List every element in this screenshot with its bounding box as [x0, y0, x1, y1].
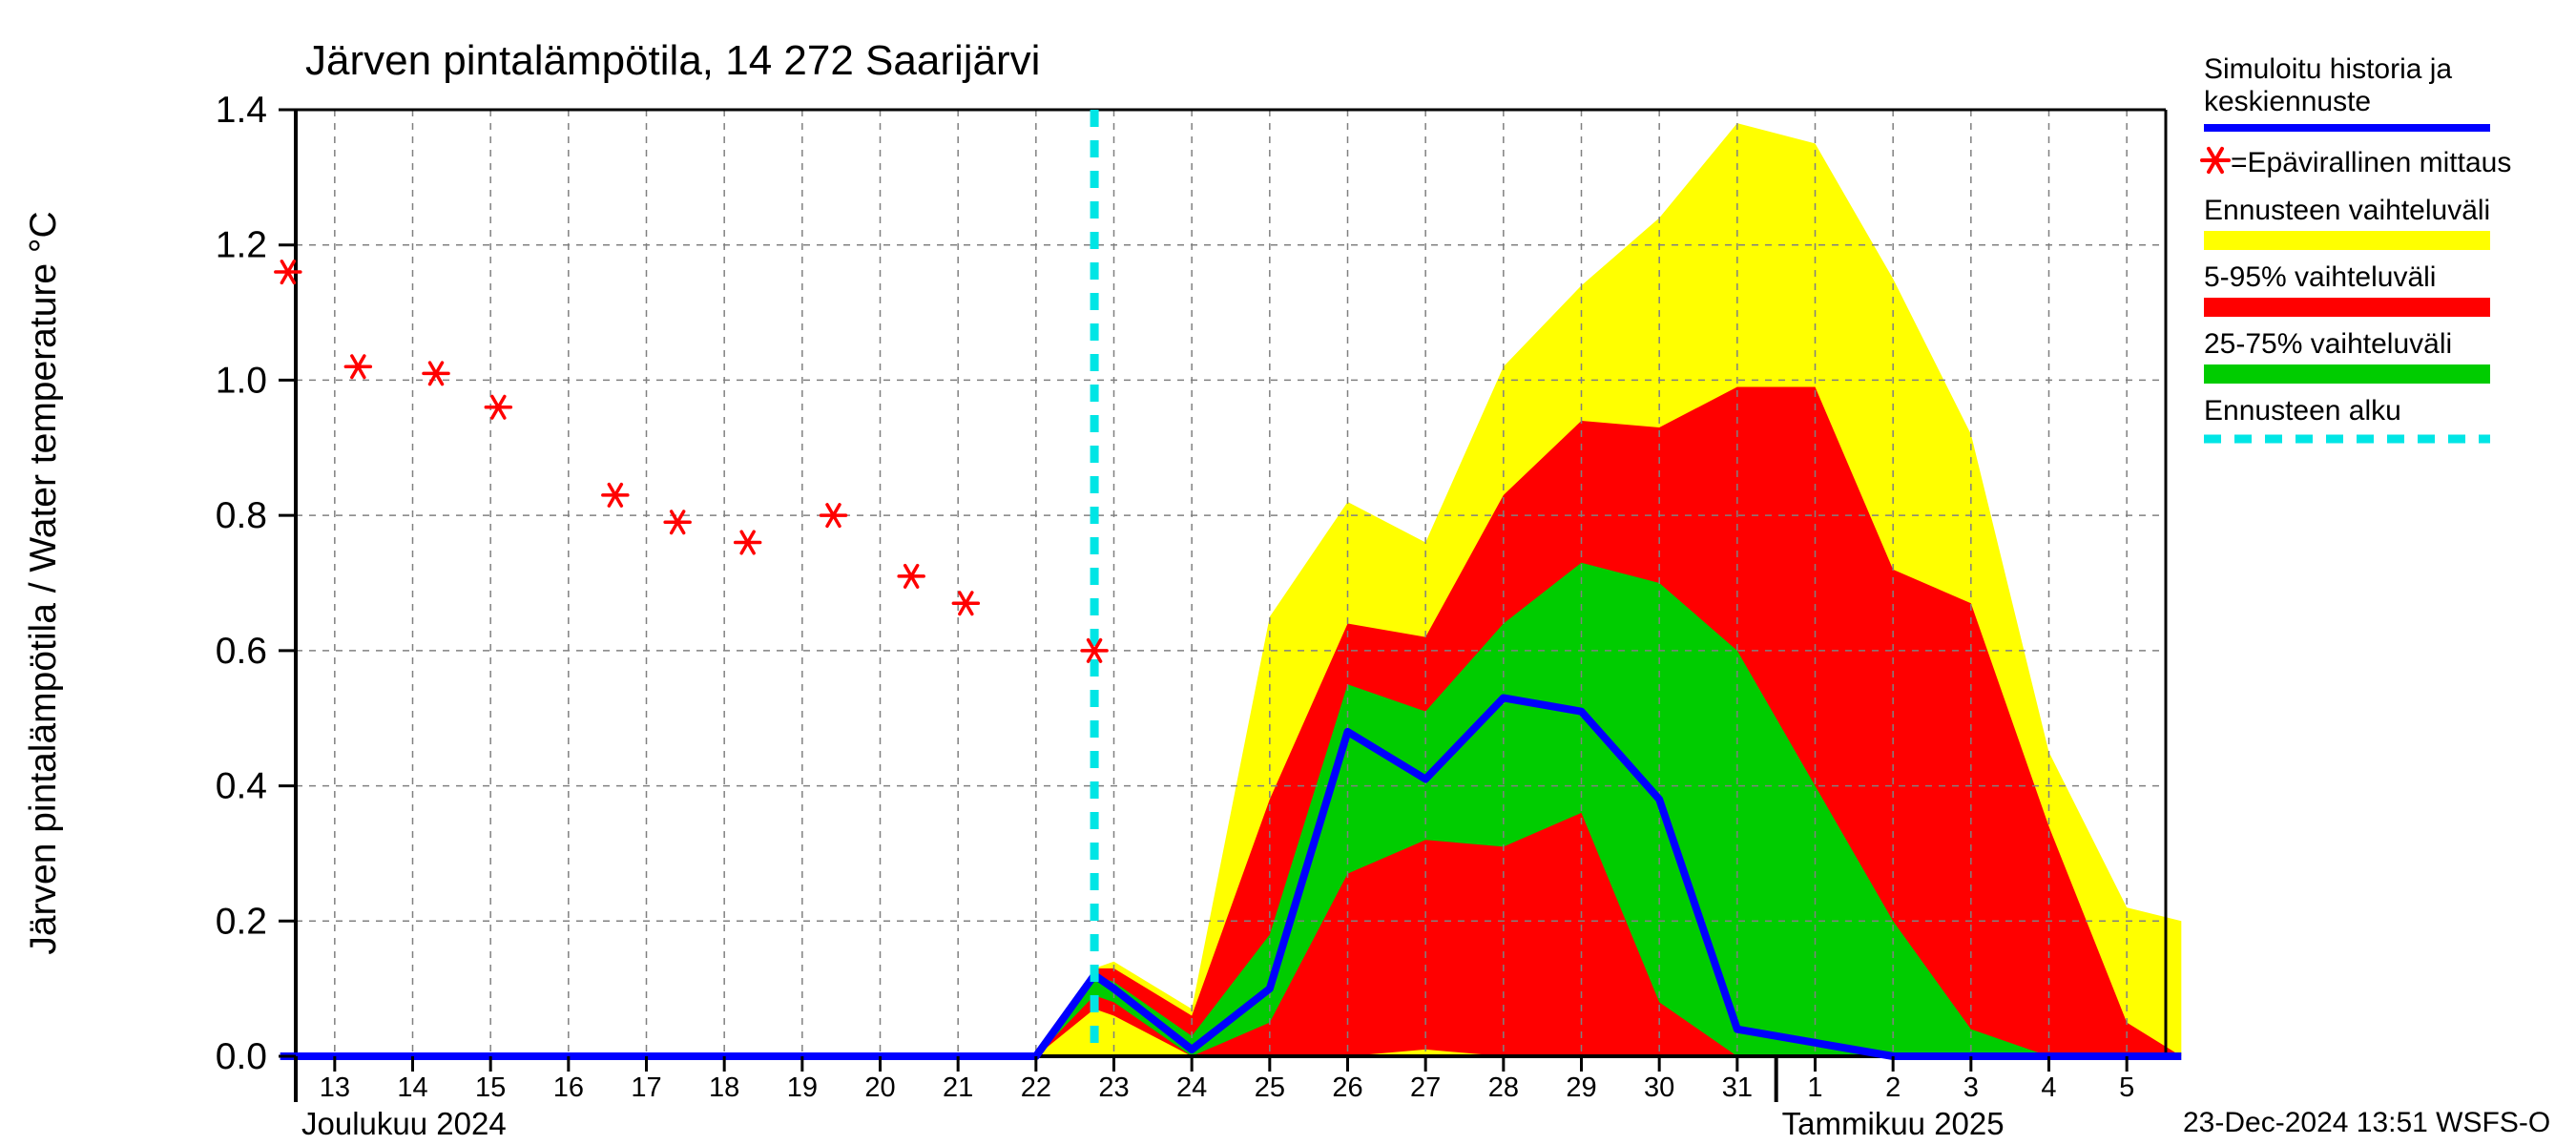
legend-swatch — [2204, 231, 2490, 250]
y-tick-label: 0.6 — [216, 631, 267, 672]
legend-swatch — [2204, 364, 2490, 384]
y-tick-label: 0.2 — [216, 901, 267, 942]
x-tick-label: 26 — [1332, 1072, 1362, 1103]
x-tick-label: 20 — [864, 1072, 895, 1103]
legend-label: keskiennuste — [2204, 86, 2371, 117]
month-label: Tammikuu 2025 — [1782, 1106, 2005, 1141]
water-temperature-chart: 0.00.20.40.60.81.01.21.41314151617181920… — [0, 0, 2576, 1145]
x-tick-label: 1 — [1807, 1072, 1822, 1103]
y-tick-label: 1.0 — [216, 360, 267, 401]
x-tick-label: 31 — [1722, 1072, 1753, 1103]
x-tick-label: 5 — [2119, 1072, 2134, 1103]
x-tick-label: 18 — [709, 1072, 739, 1103]
x-tick-label: 14 — [397, 1072, 427, 1103]
y-tick-label: 0.8 — [216, 495, 267, 536]
x-tick-label: 13 — [320, 1072, 350, 1103]
legend-swatch — [2204, 298, 2490, 317]
x-tick-label: 4 — [2041, 1072, 2056, 1103]
legend-label: Ennusteen vaihteluväli — [2204, 195, 2490, 226]
x-tick-label: 29 — [1566, 1072, 1596, 1103]
x-tick-label: 24 — [1176, 1072, 1207, 1103]
x-tick-label: 2 — [1885, 1072, 1901, 1103]
x-tick-label: 22 — [1021, 1072, 1051, 1103]
x-tick-label: 17 — [631, 1072, 661, 1103]
y-tick-label: 0.4 — [216, 766, 267, 807]
x-tick-label: 16 — [553, 1072, 584, 1103]
legend-label: Simuloitu historia ja — [2204, 53, 2452, 85]
x-tick-label: 15 — [475, 1072, 506, 1103]
footer-timestamp: 23-Dec-2024 13:51 WSFS-O — [2183, 1107, 2550, 1138]
legend-label: 5-95% vaihteluväli — [2204, 261, 2436, 293]
x-tick-label: 25 — [1255, 1072, 1285, 1103]
y-tick-label: 1.4 — [216, 90, 267, 131]
x-tick-label: 3 — [1963, 1072, 1979, 1103]
chart-title: Järven pintalämpötila, 14 272 Saarijärvi — [305, 37, 1040, 84]
y-axis-label: Järven pintalämpötila / Water temperatur… — [23, 211, 64, 954]
x-tick-label: 21 — [943, 1072, 973, 1103]
legend-label: 25-75% vaihteluväli — [2204, 328, 2452, 360]
x-tick-label: 27 — [1410, 1072, 1441, 1103]
legend-label: Ennusteen alku — [2204, 395, 2401, 427]
x-tick-label: 30 — [1644, 1072, 1674, 1103]
y-tick-label: 1.2 — [216, 225, 267, 266]
x-tick-label: 28 — [1488, 1072, 1519, 1103]
month-label: Joulukuu 2024 — [301, 1106, 507, 1141]
legend-label: =Epävirallinen mittaus — [2231, 147, 2511, 178]
x-tick-label: 19 — [787, 1072, 818, 1103]
y-tick-label: 0.0 — [216, 1036, 267, 1077]
x-tick-label: 23 — [1098, 1072, 1129, 1103]
